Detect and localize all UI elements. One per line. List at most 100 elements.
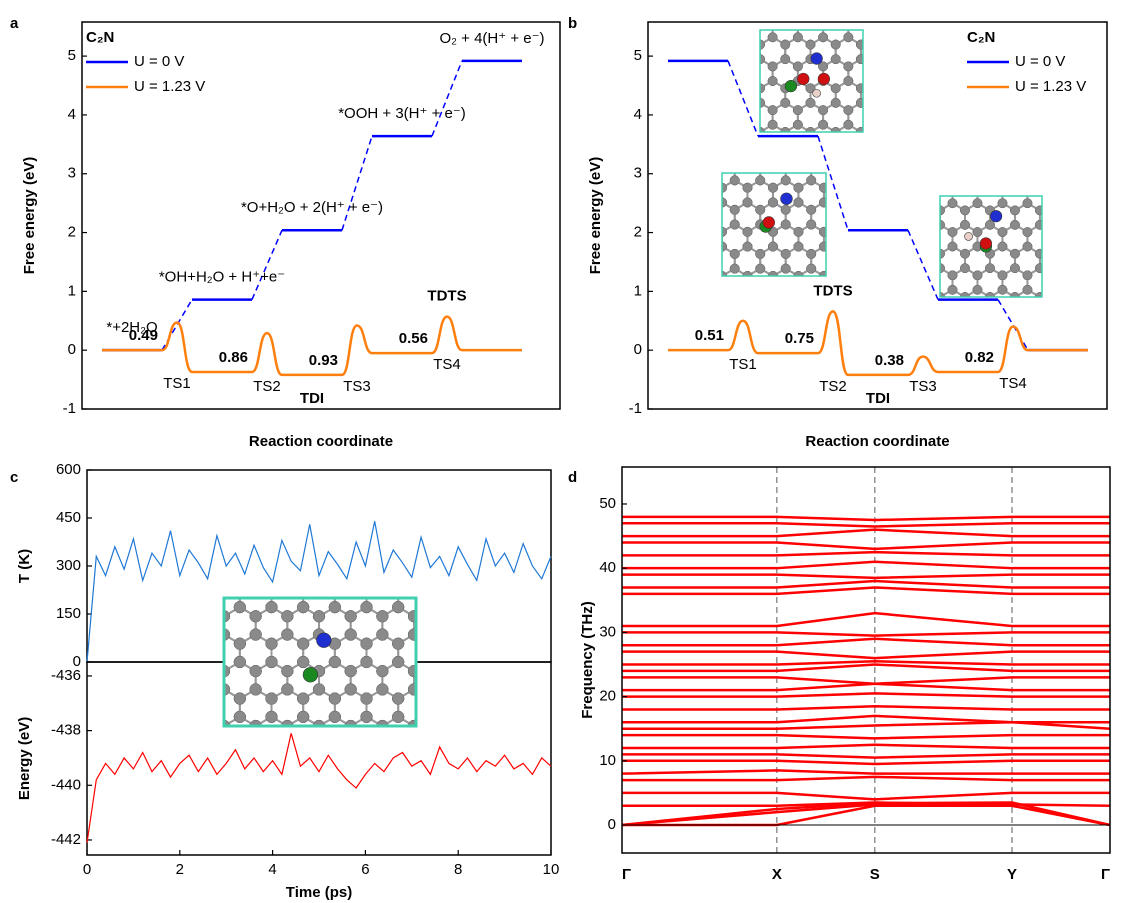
atom <box>907 142 916 151</box>
atom <box>424 601 436 613</box>
atom <box>948 184 957 193</box>
atom <box>743 242 752 251</box>
atom <box>1035 177 1044 186</box>
atom <box>440 720 452 732</box>
atom <box>869 149 878 158</box>
atom <box>806 142 815 151</box>
atom <box>1060 249 1069 258</box>
y-tick-label: -436 <box>51 667 81 684</box>
atom <box>1010 307 1019 316</box>
atom <box>250 574 262 586</box>
atom <box>186 629 198 641</box>
bond <box>915 290 940 319</box>
atom <box>234 601 246 613</box>
atom <box>679 264 688 273</box>
atom <box>819 154 828 163</box>
atom <box>907 11 916 20</box>
bond <box>747 136 772 165</box>
atom <box>935 177 944 186</box>
atom <box>743 120 752 129</box>
atom <box>361 693 373 705</box>
atom <box>377 574 389 586</box>
atom <box>857 161 866 170</box>
atom <box>392 656 404 668</box>
atom <box>234 583 246 595</box>
atom <box>1060 264 1069 273</box>
atom <box>857 161 866 170</box>
x-tick-label: Γ <box>1101 866 1110 883</box>
bond <box>915 160 940 189</box>
atom <box>857 132 866 141</box>
bond <box>849 136 874 165</box>
atom <box>743 33 752 42</box>
atom <box>910 220 919 229</box>
atom <box>329 711 341 723</box>
atom <box>377 684 389 696</box>
atom <box>781 11 790 20</box>
barrier-label: 0.82 <box>965 349 994 366</box>
atom <box>186 556 198 568</box>
atom <box>756 161 765 170</box>
atom <box>998 199 1007 208</box>
atom <box>831 54 840 63</box>
phonon-band <box>622 575 1110 578</box>
atom <box>171 693 183 705</box>
atom <box>202 693 214 705</box>
atom <box>856 84 865 93</box>
atom <box>361 583 373 595</box>
atom <box>998 242 1007 251</box>
atom <box>692 242 701 251</box>
phonon-band <box>622 754 1110 757</box>
atom <box>948 227 957 236</box>
atom <box>743 154 752 163</box>
bond <box>990 160 1015 189</box>
atom <box>781 54 790 63</box>
atom <box>345 574 357 586</box>
atom <box>730 40 739 49</box>
atom <box>768 154 777 163</box>
atom <box>910 220 919 229</box>
bond <box>735 81 760 110</box>
atom <box>705 176 714 185</box>
atom <box>440 574 452 586</box>
atom <box>980 238 992 250</box>
bond <box>1040 290 1065 319</box>
atom <box>1073 242 1082 251</box>
connector <box>998 300 1028 351</box>
atom <box>186 665 198 677</box>
atom <box>923 184 932 193</box>
atom <box>186 574 198 586</box>
bond <box>1040 203 1065 232</box>
atom <box>202 601 214 613</box>
atom <box>717 139 726 148</box>
atom <box>797 73 809 85</box>
atom <box>794 286 803 295</box>
atom <box>832 249 841 258</box>
state-label: *OH+H₂O + H⁺+e⁻ <box>159 269 285 286</box>
atom <box>202 711 214 723</box>
atom <box>705 205 714 214</box>
atom <box>705 205 714 214</box>
atom <box>910 264 919 273</box>
y-tick-label: 150 <box>56 605 81 622</box>
atom <box>755 11 764 20</box>
y-tick-label: -440 <box>51 776 81 793</box>
atom <box>171 638 183 650</box>
atom <box>923 285 932 294</box>
atom <box>743 76 752 85</box>
atom <box>250 556 262 568</box>
atom <box>392 693 404 705</box>
bond <box>824 136 849 165</box>
atom <box>768 154 777 163</box>
atom <box>1023 227 1032 236</box>
atom <box>869 120 878 129</box>
atom <box>894 33 903 42</box>
y-tick-label: 40 <box>599 559 616 576</box>
bond <box>722 103 747 132</box>
atom <box>1010 264 1019 273</box>
atom <box>424 693 436 705</box>
atom <box>743 198 752 207</box>
atom <box>793 62 802 71</box>
atom <box>1048 271 1057 280</box>
atom <box>1060 249 1069 258</box>
